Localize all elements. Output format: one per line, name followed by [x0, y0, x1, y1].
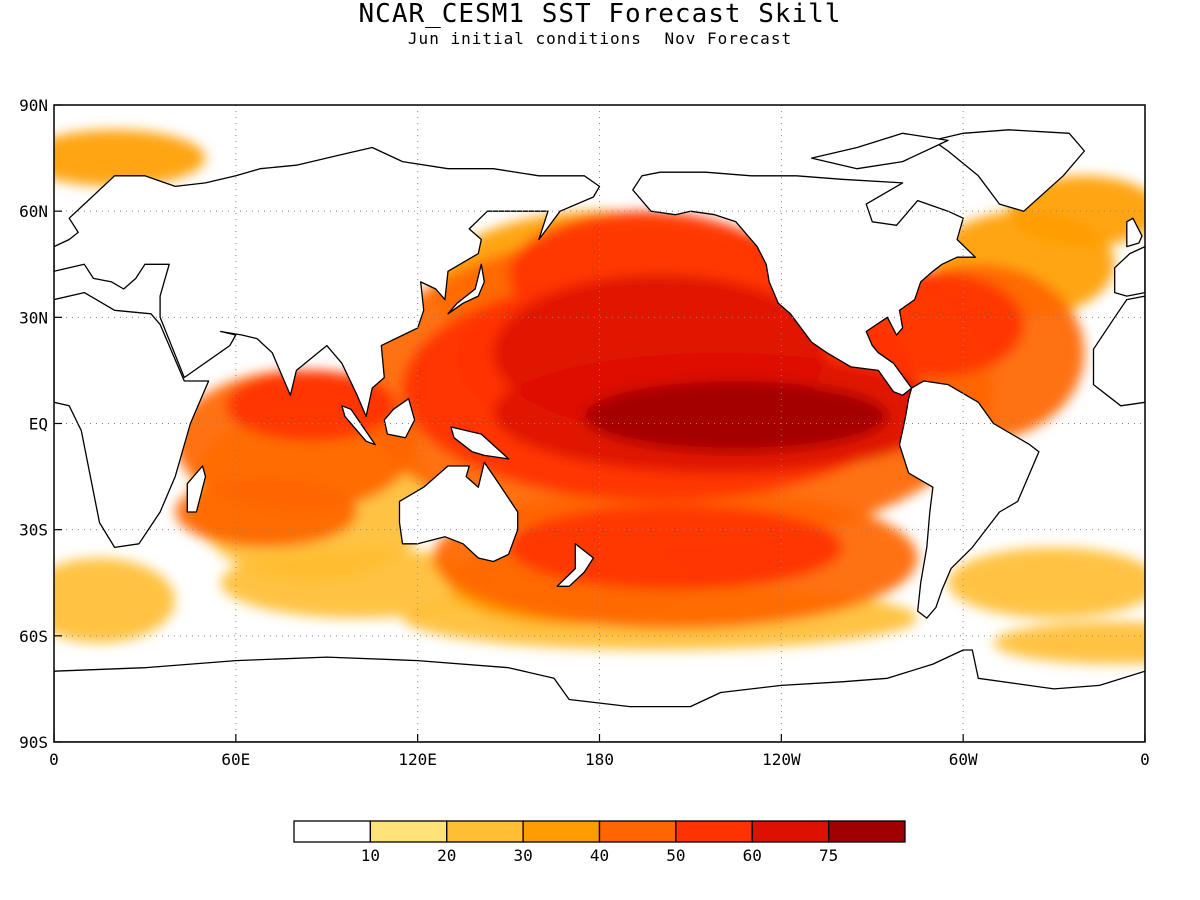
skill-region: [175, 476, 358, 548]
japan-land: [447, 263, 485, 315]
y-axis: 90N 60N 30N EQ 30S 60S 90S: [19, 96, 62, 752]
x-tick-label: 180: [585, 750, 614, 769]
y-tick-label: 30N: [19, 308, 48, 327]
skill-region: [220, 547, 494, 619]
subtitle-initial-conditions: Jun initial conditions: [407, 29, 642, 48]
chart-title: NCAR_CESM1 SST Forecast Skill: [358, 0, 842, 29]
y-tick-label: 60S: [19, 627, 48, 646]
colorbar-swatch: [446, 820, 524, 843]
x-tick-label: 60W: [949, 750, 978, 769]
skill-region: [584, 381, 888, 452]
y-tick-label: 30S: [19, 521, 48, 540]
colorbar-label: 50: [666, 846, 685, 865]
borneo-land: [383, 398, 416, 439]
uk-land: [1126, 217, 1143, 248]
x-tick-label: 0: [49, 750, 59, 769]
arctic-islands-land: [810, 132, 949, 170]
skill-region: [54, 557, 176, 643]
skill-field: [54, 129, 1145, 665]
west-europe-land: [1114, 245, 1145, 297]
y-tick-label: EQ: [29, 415, 48, 434]
colorbar-swatch: [751, 820, 830, 843]
skill-region: [508, 504, 842, 590]
greenland-land: [932, 129, 1086, 212]
colorbar-label: 20: [437, 846, 456, 865]
colorbar-label: 10: [361, 846, 380, 865]
gridlines: [54, 105, 1145, 742]
colorbar-label: 75: [819, 846, 838, 865]
x-tick-label: 120E: [398, 750, 437, 769]
west-africa-land: [1092, 295, 1145, 407]
x-axis: 0 60E 120E 180 120W 60W 0: [49, 734, 1150, 769]
africa-land: [54, 291, 210, 549]
colorbar-swatch: [369, 820, 448, 843]
x-tick-label: 60E: [221, 750, 250, 769]
colorbar-label: 60: [743, 846, 762, 865]
new-zealand-land: [556, 543, 595, 587]
south-america-land: [898, 380, 1040, 619]
europe-asia-land: [54, 146, 601, 418]
new-guinea-land: [450, 426, 510, 460]
y-tick-label: 60N: [19, 202, 48, 221]
skill-region: [54, 129, 206, 187]
chart-subtitle: Jun initial conditions Nov Forecast: [0, 29, 1200, 48]
plot-area: [54, 105, 1145, 742]
x-tick-label: 120W: [762, 750, 801, 769]
y-tick-label: 90S: [19, 733, 48, 752]
colorbar-label: 30: [513, 846, 532, 865]
colorbar-label: 40: [590, 846, 609, 865]
sumatra-land: [341, 405, 376, 446]
colorbar: 10 20 30 40 50 60 75: [293, 820, 906, 865]
x-tick-label: 0: [1140, 750, 1150, 769]
y-tick-label: 90N: [19, 96, 48, 115]
colorbar-swatch: [675, 820, 753, 843]
subtitle-forecast: Nov Forecast: [664, 29, 793, 48]
skill-region: [948, 547, 1145, 619]
colorbar-swatch: [293, 820, 372, 843]
colorbar-swatch: [522, 820, 601, 843]
north-america-land: [632, 171, 976, 396]
skill-region: [993, 621, 1145, 665]
colorbar-swatch: [827, 820, 906, 843]
madagascar-land: [186, 465, 207, 513]
colorbar-swatch: [598, 820, 677, 843]
antarctica-land: [54, 649, 1145, 742]
land-masses: [54, 129, 1145, 742]
